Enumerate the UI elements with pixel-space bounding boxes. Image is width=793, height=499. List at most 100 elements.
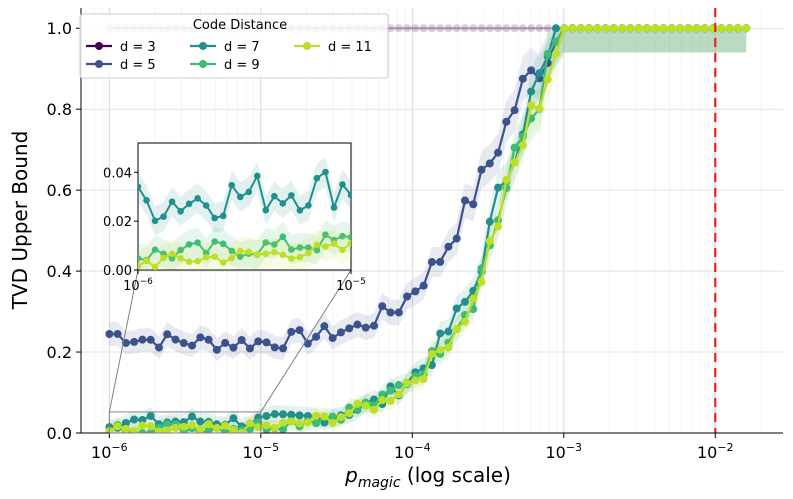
data-point — [163, 420, 172, 429]
data-point — [593, 24, 602, 33]
data-point — [279, 418, 288, 427]
inset-point — [288, 192, 295, 199]
data-point — [560, 24, 569, 33]
data-point — [138, 416, 147, 425]
data-point — [361, 323, 370, 332]
data-point — [692, 24, 701, 33]
data-point — [204, 426, 213, 433]
data-point — [460, 317, 469, 326]
data-point — [386, 24, 395, 33]
data-point — [378, 390, 387, 399]
inset-point — [185, 241, 193, 248]
data-point — [237, 335, 246, 344]
data-point — [138, 421, 147, 430]
data-point — [659, 24, 668, 33]
data-point — [543, 75, 552, 84]
data-point — [510, 158, 519, 167]
legend: Code Distance d = 3 d = 5 d = 7 d = 9 d = 11 — [79, 13, 389, 79]
data-point — [460, 196, 469, 205]
data-point — [254, 423, 263, 432]
data-point — [494, 24, 503, 33]
inset-point — [322, 243, 329, 250]
data-point — [518, 141, 527, 150]
legend-title: Code Distance — [193, 18, 287, 33]
data-point — [717, 24, 726, 33]
inset-x-tick-label: 10−6 — [123, 277, 153, 294]
data-point — [113, 422, 122, 431]
x-tick-label: 10−2 — [697, 441, 734, 462]
data-point — [303, 418, 312, 427]
data-point — [477, 277, 486, 286]
data-point — [676, 24, 685, 33]
data-point — [502, 24, 511, 33]
data-point — [444, 242, 453, 251]
data-point — [345, 409, 354, 418]
data-point — [403, 379, 412, 388]
legend-marker — [303, 42, 311, 50]
data-point — [494, 183, 503, 192]
inset-point — [211, 253, 218, 260]
data-point — [138, 429, 147, 433]
data-point — [196, 425, 205, 433]
data-point — [196, 417, 205, 426]
data-point — [494, 222, 503, 231]
inset-point — [296, 207, 304, 214]
inset-point — [339, 246, 346, 254]
data-point — [386, 396, 395, 405]
inset-y-tick-label: 0.02 — [103, 215, 132, 230]
inset-y-tick-label: 0.04 — [103, 166, 132, 181]
inset-point — [262, 239, 270, 246]
data-point — [618, 24, 627, 33]
data-point — [370, 321, 379, 330]
data-point — [270, 410, 279, 419]
data-point — [477, 24, 486, 33]
y-axis-title: TVD Upper Bound — [8, 131, 32, 311]
data-point — [138, 335, 147, 344]
data-point — [212, 423, 221, 432]
inset-y-tick-label: 0.00 — [103, 264, 132, 279]
series-lines — [105, 24, 751, 433]
data-point — [667, 24, 676, 33]
inset-point — [347, 233, 351, 241]
inset-point — [138, 262, 142, 270]
data-point — [312, 411, 321, 420]
data-point — [585, 24, 594, 33]
inset-point — [253, 172, 261, 180]
x-tick-label: 10−6 — [91, 441, 128, 462]
data-point — [518, 74, 527, 83]
data-point — [427, 24, 436, 33]
zoom-connector — [108, 269, 139, 413]
data-point — [634, 24, 643, 33]
data-point — [576, 24, 585, 33]
inset-point — [151, 246, 159, 253]
y-tick-label: 0.8 — [47, 100, 72, 119]
data-point — [460, 297, 469, 306]
legend-marker — [95, 60, 103, 68]
data-point — [469, 200, 478, 209]
inset-point — [279, 233, 287, 240]
data-point — [328, 334, 337, 343]
legend-label: d = 5 — [120, 58, 156, 73]
confidence-bands — [109, 28, 747, 433]
data-point — [237, 429, 246, 433]
data-point — [345, 324, 354, 333]
data-point — [444, 24, 453, 33]
inset-point — [202, 254, 210, 261]
data-point — [411, 24, 420, 33]
data-point — [436, 329, 445, 338]
data-point — [188, 421, 197, 430]
y-tick-label: 0.6 — [47, 181, 72, 200]
data-point — [394, 24, 403, 33]
inset-point — [219, 240, 227, 248]
data-point — [427, 258, 436, 267]
data-point — [436, 345, 445, 354]
data-point — [287, 410, 296, 419]
inset-point — [305, 202, 312, 209]
confidence-band — [109, 28, 747, 433]
data-point — [436, 257, 445, 266]
legend-item: d = 11 — [294, 40, 372, 55]
data-point — [403, 24, 412, 33]
data-point — [477, 165, 486, 174]
data-point — [551, 49, 560, 58]
